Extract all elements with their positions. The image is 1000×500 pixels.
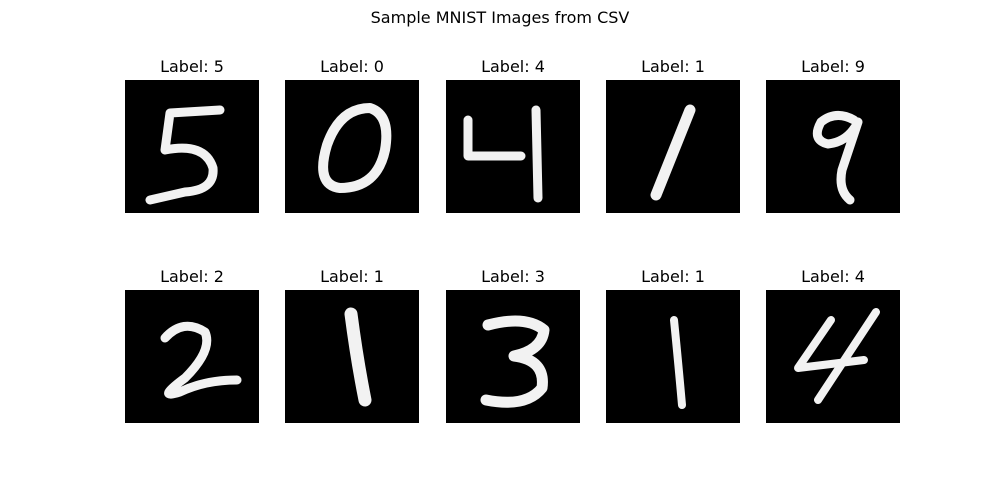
sample-label: Label: 4 <box>481 57 545 76</box>
figure-title: Sample MNIST Images from CSV <box>370 8 630 27</box>
sample-panel-1: Label: 5 <box>125 56 259 213</box>
sample-panel-2: Label: 0 <box>285 56 419 213</box>
digit-image-2 <box>125 290 259 423</box>
sample-panel-10: Label: 4 <box>766 266 900 423</box>
sample-label: Label: 5 <box>160 57 224 76</box>
sample-panel-8: Label: 3 <box>446 266 580 423</box>
sample-panel-6: Label: 2 <box>125 266 259 423</box>
digit-image-4 <box>446 80 580 213</box>
digit-image-1 <box>606 80 740 213</box>
sample-panel-4: Label: 1 <box>606 56 740 213</box>
sample-label: Label: 3 <box>481 267 545 286</box>
sample-label: Label: 1 <box>320 267 384 286</box>
sample-panel-9: Label: 1 <box>606 266 740 423</box>
sample-label: Label: 9 <box>801 57 865 76</box>
sample-label: Label: 4 <box>801 267 865 286</box>
digit-image-0 <box>285 80 419 213</box>
sample-label: Label: 0 <box>320 57 384 76</box>
digit-image-3 <box>446 290 580 423</box>
sample-label: Label: 1 <box>641 57 705 76</box>
sample-label: Label: 1 <box>641 267 705 286</box>
digit-image-4 <box>766 290 900 423</box>
sample-panel-7: Label: 1 <box>285 266 419 423</box>
digit-image-1 <box>285 290 419 423</box>
sample-panel-5: Label: 9 <box>766 56 900 213</box>
digit-image-5 <box>125 80 259 213</box>
sample-panel-3: Label: 4 <box>446 56 580 213</box>
digit-image-1 <box>606 290 740 423</box>
sample-label: Label: 2 <box>160 267 224 286</box>
digit-image-9 <box>766 80 900 213</box>
